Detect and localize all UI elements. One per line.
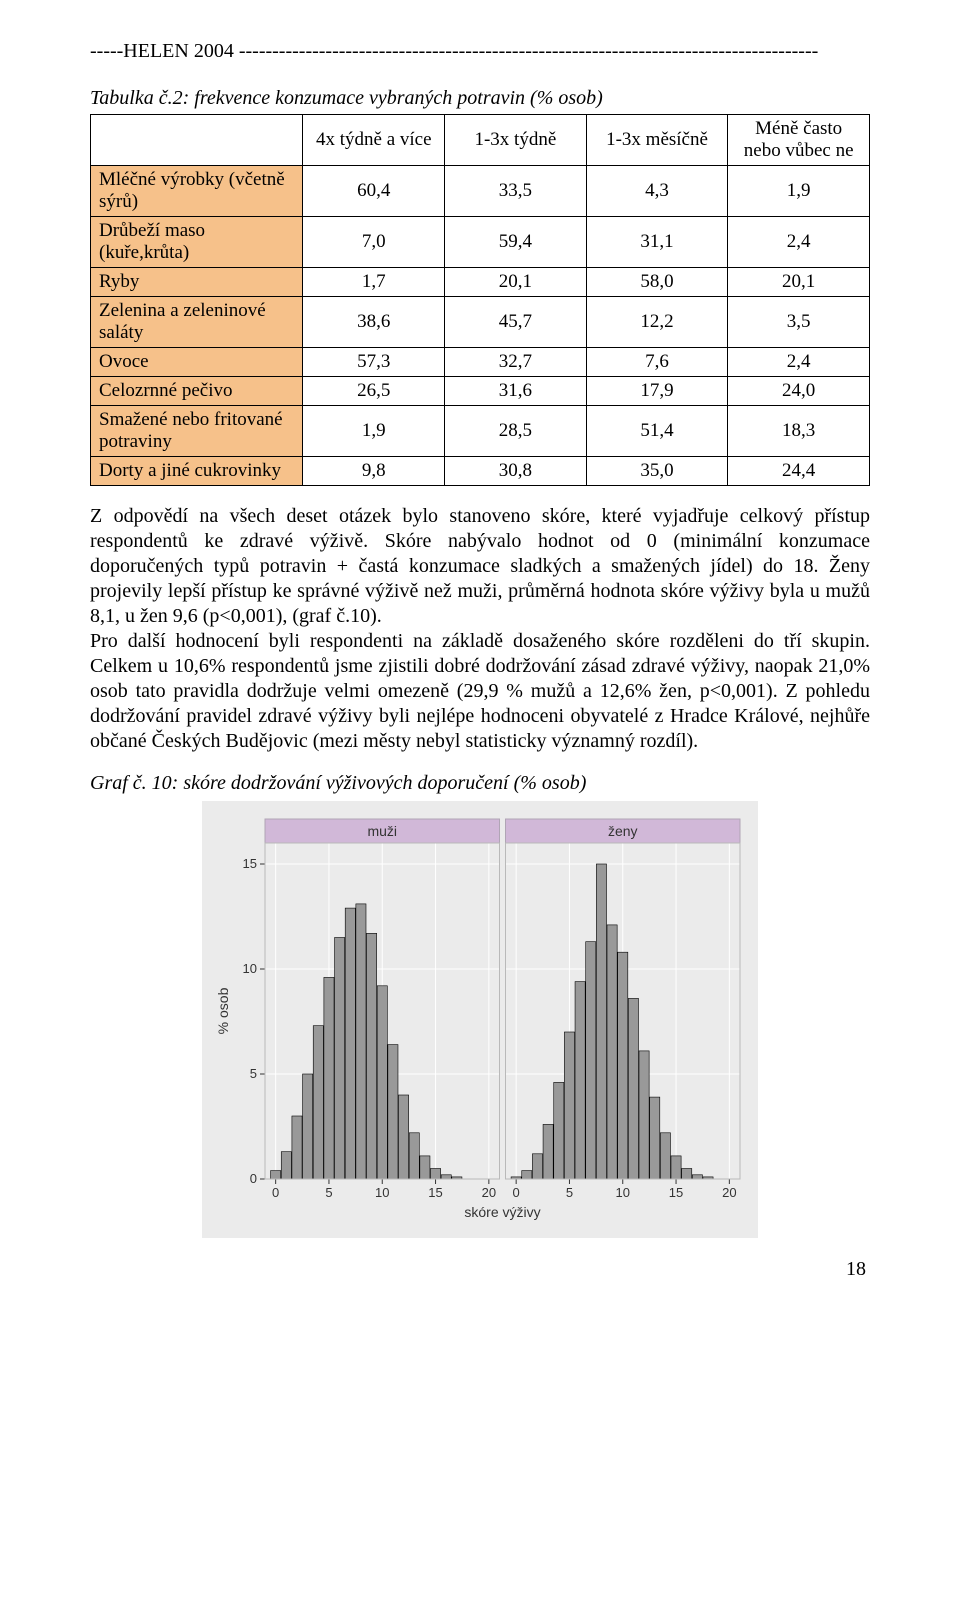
svg-text:0: 0: [250, 1171, 257, 1186]
cell-value: 7,0: [303, 217, 445, 268]
row-label: Mléčné výrobky (včetně sýrů): [91, 166, 303, 217]
cell-value: 32,7: [445, 348, 587, 377]
table-row: Celozrnné pečivo26,531,617,924,0: [91, 377, 870, 406]
cell-value: 18,3: [728, 406, 870, 457]
col-header: Méně často nebo vůbec ne: [728, 115, 870, 166]
cell-value: 31,6: [445, 377, 587, 406]
cell-value: 33,5: [445, 166, 587, 217]
cell-value: 31,1: [586, 217, 728, 268]
svg-text:20: 20: [482, 1185, 496, 1200]
cell-value: 38,6: [303, 297, 445, 348]
cell-value: 57,3: [303, 348, 445, 377]
cell-value: 26,5: [303, 377, 445, 406]
cell-value: 28,5: [445, 406, 587, 457]
svg-text:0: 0: [272, 1185, 279, 1200]
row-label: Smažené nebo fritované potraviny: [91, 406, 303, 457]
svg-text:15: 15: [243, 856, 257, 871]
row-label: Celozrnné pečivo: [91, 377, 303, 406]
table-caption: Tabulka č.2: frekvence konzumace vybraný…: [90, 87, 870, 110]
nutrition-score-chart: % osob skóre výživy 0 5 10 15 muži 0 5 10 15 20 ženy…: [202, 801, 758, 1238]
svg-text:15: 15: [428, 1185, 442, 1200]
cell-value: 24,0: [728, 377, 870, 406]
table-row: Ryby1,720,158,020,1: [91, 268, 870, 297]
cell-value: 4,3: [586, 166, 728, 217]
row-label: Zelenina a zeleninové saláty: [91, 297, 303, 348]
table-row: Mléčné výrobky (včetně sýrů)60,433,54,31…: [91, 166, 870, 217]
col-header: 1-3x měsíčně: [586, 115, 728, 166]
col-header: 4x týdně a více: [303, 115, 445, 166]
svg-text:10: 10: [616, 1185, 630, 1200]
body-paragraphs: Z odpovědí na všech deset otázek bylo st…: [90, 504, 870, 754]
table-row: Dorty a jiné cukrovinky9,830,835,024,4: [91, 457, 870, 486]
col-header: 1-3x týdně: [445, 115, 587, 166]
svg-text:skóre výživy: skóre výživy: [464, 1204, 540, 1220]
row-label: Ovoce: [91, 348, 303, 377]
cell-value: 1,9: [303, 406, 445, 457]
svg-text:0: 0: [513, 1185, 520, 1200]
svg-text:5: 5: [325, 1185, 332, 1200]
cell-value: 2,4: [728, 348, 870, 377]
cell-value: 20,1: [728, 268, 870, 297]
page-header-line: -----HELEN 2004 ------------------------…: [90, 40, 870, 63]
cell-value: 30,8: [445, 457, 587, 486]
cell-value: 20,1: [445, 268, 587, 297]
svg-text:5: 5: [250, 1066, 257, 1081]
table-row: Zelenina a zeleninové saláty38,645,712,2…: [91, 297, 870, 348]
cell-value: 59,4: [445, 217, 587, 268]
cell-value: 51,4: [586, 406, 728, 457]
row-label: Dorty a jiné cukrovinky: [91, 457, 303, 486]
svg-text:20: 20: [722, 1185, 736, 1200]
svg-text:10: 10: [243, 961, 257, 976]
row-label: Drůbeží maso (kuře,krůta): [91, 217, 303, 268]
cell-value: 12,2: [586, 297, 728, 348]
svg-text:5: 5: [566, 1185, 573, 1200]
svg-text:muži: muži: [367, 823, 397, 839]
chart-caption: Graf č. 10: skóre dodržování výživových …: [90, 772, 870, 795]
cell-value: 60,4: [303, 166, 445, 217]
col-header-empty: [91, 115, 303, 166]
cell-value: 17,9: [586, 377, 728, 406]
cell-value: 9,8: [303, 457, 445, 486]
cell-value: 7,6: [586, 348, 728, 377]
cell-value: 2,4: [728, 217, 870, 268]
svg-text:% osob: % osob: [215, 987, 231, 1034]
table-row: Smažené nebo fritované potraviny1,928,55…: [91, 406, 870, 457]
svg-text:10: 10: [375, 1185, 389, 1200]
cell-value: 3,5: [728, 297, 870, 348]
table-row: Drůbeží maso (kuře,krůta)7,059,431,12,4: [91, 217, 870, 268]
cell-value: 58,0: [586, 268, 728, 297]
table-row: Ovoce57,332,77,62,4: [91, 348, 870, 377]
row-label: Ryby: [91, 268, 303, 297]
svg-text:ženy: ženy: [608, 823, 638, 839]
cell-value: 45,7: [445, 297, 587, 348]
page-number: 18: [90, 1258, 870, 1281]
cell-value: 1,7: [303, 268, 445, 297]
svg-text:15: 15: [669, 1185, 683, 1200]
food-frequency-table: 4x týdně a více1-3x týdně1-3x měsíčněMén…: [90, 114, 870, 486]
cell-value: 35,0: [586, 457, 728, 486]
cell-value: 24,4: [728, 457, 870, 486]
cell-value: 1,9: [728, 166, 870, 217]
